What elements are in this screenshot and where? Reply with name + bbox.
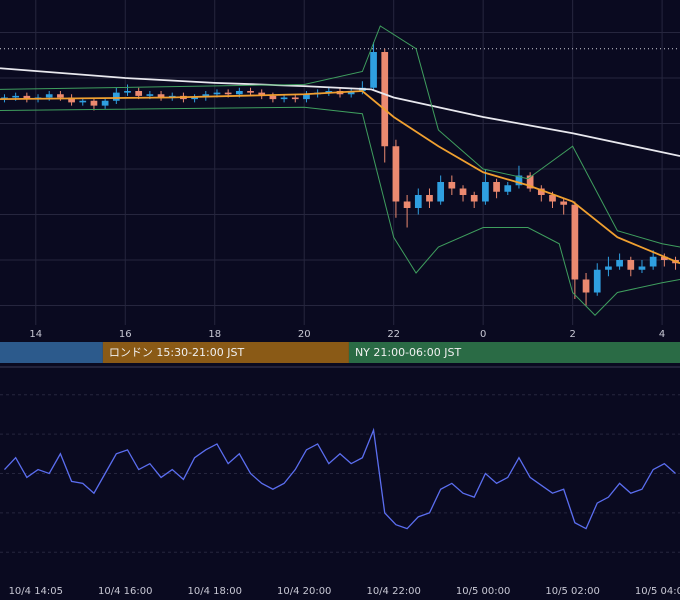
- candle-body: [280, 97, 288, 100]
- candle-body: [247, 91, 254, 93]
- candle-body: [191, 97, 198, 100]
- candle-body: [12, 95, 20, 98]
- candle-body: [381, 52, 389, 147]
- candle-body: [638, 266, 646, 270]
- candle-body: [605, 266, 612, 270]
- candle-body: [258, 92, 266, 96]
- candle-body: [325, 91, 333, 93]
- session-label: ロンドン 15:30-21:00 JST: [109, 346, 245, 359]
- x-tick-label: 10/4 22:00: [366, 586, 420, 597]
- candle-body: [515, 175, 523, 186]
- x-tick-label: 10/4 16:00: [98, 586, 152, 597]
- session-bar: [102, 342, 349, 363]
- candle-body: [459, 188, 467, 195]
- x-tick-label: 10/5 04:00: [635, 586, 680, 597]
- candle-body: [448, 182, 456, 189]
- candle-body: [146, 94, 154, 96]
- oscillator-line: [4, 427, 676, 530]
- candle-body: [549, 195, 556, 202]
- candle-body: [101, 100, 109, 106]
- candle-body: [660, 256, 668, 260]
- candle-body: [437, 182, 445, 202]
- x-tick-label: 10/4 20:00: [277, 586, 331, 597]
- candle-body: [90, 100, 98, 106]
- indicator-line: [0, 67, 680, 157]
- indicator-line: [0, 25, 680, 248]
- candle-body: [493, 182, 500, 192]
- candle-body: [347, 91, 355, 95]
- candle-body: [403, 201, 411, 208]
- session-label: NY 21:00-06:00 JST: [355, 346, 462, 359]
- candle-body: [157, 94, 165, 98]
- candle-body: [616, 260, 623, 267]
- candle-body: [627, 260, 635, 270]
- x-tick-label: 10/4 14:05: [9, 586, 63, 597]
- candle-body: [537, 188, 545, 195]
- candle-body: [68, 97, 75, 103]
- candle-body: [426, 195, 433, 202]
- candle-body: [414, 195, 422, 208]
- candle-body: [560, 201, 568, 205]
- candle-body: [213, 92, 221, 95]
- candle-body: [135, 91, 143, 96]
- x-tick-label: 16: [119, 329, 132, 340]
- candle-body: [124, 91, 131, 93]
- x-tick-label: 0: [480, 329, 486, 340]
- x-tick-label: 10/4 18:00: [188, 586, 242, 597]
- x-tick-label: 10/5 00:00: [456, 586, 510, 597]
- candle-body: [392, 146, 400, 202]
- candle-body: [370, 52, 377, 88]
- candle-body: [504, 185, 512, 192]
- candle-body: [470, 195, 478, 202]
- candle-body: [303, 94, 310, 100]
- candle-body: [593, 269, 601, 293]
- candle-body: [269, 95, 277, 100]
- x-tick-label: 14: [29, 329, 42, 340]
- candle-body: [23, 95, 31, 100]
- candle-body: [571, 204, 579, 280]
- candle-body: [112, 92, 120, 101]
- candle-body: [482, 182, 489, 202]
- candle-body: [79, 100, 87, 103]
- candle-body: [582, 279, 590, 293]
- x-tick-label: 20: [298, 329, 311, 340]
- x-tick-label: 2: [569, 329, 575, 340]
- candle-body: [235, 91, 243, 95]
- x-tick-label: 22: [387, 329, 400, 340]
- session-bar: [0, 342, 103, 363]
- candle-body: [649, 256, 657, 267]
- candle-body: [526, 175, 534, 189]
- x-tick-label: 10/5 02:00: [545, 586, 599, 597]
- session-bar: [348, 342, 680, 363]
- indicator-line: [0, 106, 680, 316]
- candle-body: [291, 97, 299, 100]
- x-tick-label: 18: [208, 329, 221, 340]
- candle-body: [224, 92, 232, 95]
- candle-body: [57, 94, 64, 98]
- candle-body: [45, 94, 53, 98]
- indicator-line: [0, 90, 680, 265]
- x-tick-label: 4: [659, 329, 665, 340]
